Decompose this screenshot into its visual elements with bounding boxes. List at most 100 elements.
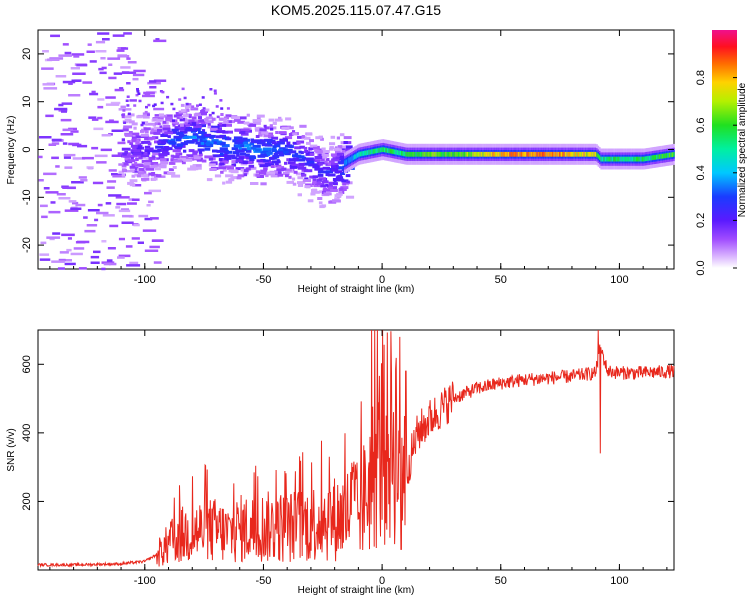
spectrogram-cell bbox=[589, 151, 591, 157]
spectrogram-cell bbox=[175, 152, 180, 156]
spectrogram-cell bbox=[314, 159, 320, 163]
spectrogram-cell bbox=[240, 128, 250, 132]
spectrogram-cell bbox=[88, 116, 97, 119]
spectrogram-cell bbox=[105, 120, 119, 124]
spectrogram-cell bbox=[236, 149, 245, 153]
spectrogram-cell bbox=[153, 157, 160, 160]
spectrogram-cell bbox=[163, 146, 169, 149]
spectrogram-cell bbox=[138, 167, 145, 171]
spectrogram-cell bbox=[153, 118, 158, 122]
spectrogram-cell bbox=[45, 191, 59, 194]
spectrogram-cell bbox=[242, 161, 248, 165]
spectrogram-cell bbox=[306, 141, 311, 145]
spectrogram-cell bbox=[307, 160, 315, 164]
spectrogram-cell bbox=[211, 117, 216, 121]
spectrogram-cell bbox=[117, 141, 126, 145]
spectrogram-cell bbox=[220, 170, 224, 174]
spectrogram-cell bbox=[143, 165, 150, 169]
spectrogram-cell bbox=[136, 115, 143, 119]
spectrogram-cell bbox=[124, 118, 132, 122]
spectrogram-cell bbox=[231, 160, 236, 164]
spectrogram-cell bbox=[354, 154, 356, 160]
spectrogram-cell bbox=[466, 151, 469, 157]
spectrogram-cell bbox=[83, 216, 88, 219]
spectrogram-cell bbox=[58, 197, 71, 200]
spectrogram-cell bbox=[108, 76, 117, 80]
spectrogram-cell bbox=[463, 151, 466, 157]
spectrogram-cell bbox=[512, 151, 514, 157]
spectrogram-cell bbox=[51, 156, 59, 160]
x-tick-label: 0 bbox=[379, 274, 385, 286]
spectrogram-cell bbox=[80, 179, 88, 182]
spectrogram-cell bbox=[234, 141, 242, 145]
spectrogram-cell bbox=[522, 151, 524, 157]
spectrogram-cell bbox=[140, 133, 149, 137]
spectrogram-cell bbox=[228, 169, 238, 173]
spectrogram-cell bbox=[158, 153, 168, 157]
spectrogram-cell bbox=[118, 170, 124, 174]
spectrogram-cell bbox=[267, 140, 276, 143]
spectrogram-cell bbox=[276, 144, 281, 148]
spectrogram-cell bbox=[190, 107, 199, 111]
spectrogram-cell bbox=[549, 151, 551, 157]
spectrogram-cell bbox=[205, 116, 214, 120]
spectrogram-cell bbox=[292, 141, 299, 145]
spectrogram-cell bbox=[230, 176, 238, 180]
spectrogram-cell bbox=[198, 103, 202, 106]
x-tick-label: 100 bbox=[610, 575, 628, 587]
spectrogram-cell bbox=[329, 146, 334, 150]
spectrogram-cell bbox=[458, 151, 460, 157]
spectrogram-cell bbox=[489, 151, 491, 157]
spectrogram-cell bbox=[102, 214, 115, 217]
spectrogram-cell bbox=[198, 150, 203, 154]
spectrogram-cell bbox=[143, 91, 155, 95]
spectrogram-cell bbox=[278, 141, 285, 145]
spectrogram-cell bbox=[158, 113, 164, 117]
spectrogram-cell bbox=[60, 133, 74, 136]
spectrogram-cell bbox=[72, 157, 86, 160]
spectrogram-cell bbox=[224, 137, 232, 141]
spectrogram-cell bbox=[225, 180, 233, 184]
spectrogram-cell bbox=[644, 156, 647, 162]
spectrogram-cell bbox=[275, 131, 279, 134]
spectrogram-cell bbox=[199, 153, 203, 157]
spectrogram-cell bbox=[309, 175, 314, 179]
spectrogram-cell bbox=[220, 142, 226, 146]
spectrogram-cell bbox=[218, 158, 223, 162]
spectrogram-cell bbox=[184, 140, 188, 144]
spectrogram-cell bbox=[277, 173, 284, 177]
spectrogram-cell bbox=[109, 119, 114, 122]
spectrogram-cell bbox=[39, 136, 52, 139]
spectrogram-cell bbox=[122, 152, 127, 156]
spectrogram-cell bbox=[292, 132, 298, 136]
spectrogram-cell bbox=[152, 104, 156, 108]
spectrogram-cell bbox=[401, 150, 403, 156]
spectrogram-cell bbox=[556, 151, 558, 157]
spectrogram-cell bbox=[631, 156, 634, 162]
spectrogram-cell bbox=[248, 123, 257, 127]
spectrogram-cell bbox=[116, 49, 125, 52]
spectrogram-cell bbox=[144, 137, 149, 141]
spectrogram-cell bbox=[408, 151, 410, 157]
spectrogram-cell bbox=[122, 214, 133, 218]
spectrogram-cell bbox=[183, 96, 187, 100]
spectrogram-cell bbox=[129, 99, 137, 102]
spectrogram-cell bbox=[155, 38, 160, 41]
spectrogram-cell bbox=[168, 168, 174, 172]
spectrogram-cell bbox=[101, 267, 106, 271]
spectrogram-cell bbox=[134, 167, 139, 171]
spectrogram-cell bbox=[503, 151, 506, 157]
spectrogram-cell bbox=[330, 135, 336, 139]
spectrogram-cell bbox=[193, 113, 201, 117]
spectrogram-cell bbox=[220, 152, 224, 156]
spectrogram-cell bbox=[369, 149, 372, 155]
spectrogram-cell bbox=[40, 204, 48, 208]
spectrogram-cell bbox=[284, 174, 289, 178]
spectrogram-cell bbox=[236, 153, 240, 157]
spectrogram-cell bbox=[170, 102, 174, 106]
spectrogram-cell bbox=[231, 116, 240, 120]
spectrogram-cell bbox=[162, 120, 167, 124]
spectrogram-cell bbox=[456, 151, 459, 157]
spectrogram-cell bbox=[131, 174, 136, 178]
